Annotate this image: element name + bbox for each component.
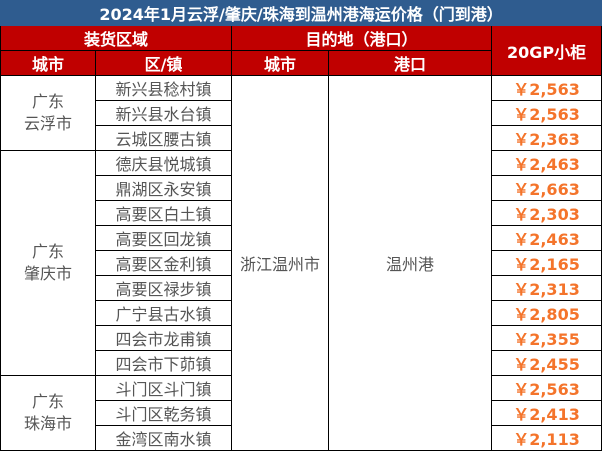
table-row: 四会市下茆镇 ￥2,455 [1,350,603,376]
district-cell: 新兴县水台镇 [95,100,232,126]
header-destination: 目的地（港口） [231,25,492,51]
city-name: 云浮市 [23,114,72,133]
city-name: 珠海市 [23,414,72,433]
province: 广东 [31,92,64,111]
price-cell: ￥2,463 [490,225,603,251]
origin-city: 广东 云浮市 [0,75,96,151]
district-cell: 斗门区斗门镇 [95,375,232,401]
district-cell: 新兴县稔村镇 [95,75,232,101]
port-cell: 温州港 [328,75,492,451]
price-cell: ￥2,363 [490,125,603,151]
header-dest-city: 城市 [231,50,329,76]
header-city: 城市 [0,50,96,76]
district-cell: 高要区禄步镇 [95,275,232,301]
province: 广东 [31,392,64,411]
table-row: 高要区金利镇 ￥2,165 [1,250,603,276]
district-cell: 广宁县古水镇 [95,300,232,326]
district-cell: 鼎湖区永安镇 [95,175,232,201]
dest-city-cell: 浙江温州市 [231,75,329,451]
district-cell: 德庆县悦城镇 [95,150,232,176]
table-row: 斗门区乾务镇 ￥2,413 [1,400,603,426]
district-cell: 金湾区南水镇 [95,425,232,451]
price-cell: ￥2,463 [490,150,603,176]
price-cell: ￥2,413 [490,400,603,426]
table-title: 2024年1月云浮/肇庆/珠海到温州港海运价格（门到港） [0,0,603,26]
header-loading-area: 装货区域 [0,25,232,51]
table-row: 高要区白土镇 ￥2,303 [1,200,603,226]
district-cell: 斗门区乾务镇 [95,400,232,426]
header-price: 20GP小柜 [490,25,603,76]
district-cell: 高要区回龙镇 [95,225,232,251]
price-cell: ￥2,165 [490,250,603,276]
table-row: 云城区腰古镇 ￥2,363 [1,125,603,151]
price-cell: ￥2,663 [490,175,603,201]
city-name: 肇庆市 [23,264,72,283]
district-cell: 高要区金利镇 [95,250,232,276]
header-port: 港口 [328,50,492,76]
district-cell: 云城区腰古镇 [95,125,232,151]
table-row: 广东 云浮市 新兴县稔村镇 浙江温州市 温州港 ￥2,563 [0,75,603,451]
price-cell: ￥2,303 [490,200,603,226]
price-cell: ￥2,805 [490,300,603,326]
price-cell: ￥2,455 [490,350,603,376]
origin-city: 广东 肇庆市 [0,150,96,376]
header-district: 区/镇 [95,50,232,76]
table-row: 新兴县水台镇 ￥2,563 [1,100,603,126]
price-cell: ￥2,563 [490,75,603,101]
price-cell: ￥2,113 [490,425,603,451]
table-row: 高要区禄步镇 ￥2,313 [1,275,603,301]
price-cell: ￥2,563 [490,100,603,126]
price-cell: ￥2,313 [490,275,603,301]
province: 广东 [31,242,64,261]
district-cell: 四会市龙甫镇 [95,325,232,351]
price-cell: ￥2,355 [490,325,603,351]
origin-city: 广东 珠海市 [0,375,96,451]
district-cell: 高要区白土镇 [95,200,232,226]
district-cell: 四会市下茆镇 [95,350,232,376]
price-cell: ￥2,563 [490,375,603,401]
